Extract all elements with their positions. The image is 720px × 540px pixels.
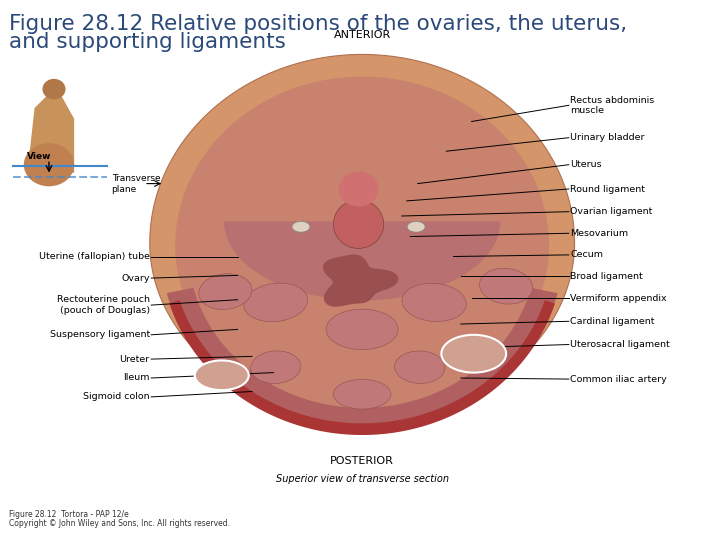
Text: Figure 28.12  Tortora - PAP 12/e: Figure 28.12 Tortora - PAP 12/e xyxy=(9,510,129,519)
Ellipse shape xyxy=(326,309,398,350)
Ellipse shape xyxy=(402,284,467,321)
Polygon shape xyxy=(323,254,398,307)
Text: Rectouterine pouch
(pouch of Douglas): Rectouterine pouch (pouch of Douglas) xyxy=(57,295,150,315)
Text: Uterosacral ligament: Uterosacral ligament xyxy=(570,340,670,349)
Text: Ureter: Ureter xyxy=(120,355,150,363)
Ellipse shape xyxy=(333,379,391,409)
Polygon shape xyxy=(169,300,555,435)
Text: Vermiform appendix: Vermiform appendix xyxy=(570,294,667,302)
Ellipse shape xyxy=(199,274,252,309)
Text: and supporting ligaments: and supporting ligaments xyxy=(9,32,287,52)
Text: View: View xyxy=(27,152,52,161)
Ellipse shape xyxy=(339,172,379,206)
Text: Cecum: Cecum xyxy=(570,251,603,259)
Ellipse shape xyxy=(395,351,445,383)
Text: Mesovarium: Mesovarium xyxy=(570,229,629,238)
Polygon shape xyxy=(224,221,500,300)
Polygon shape xyxy=(27,86,74,173)
Text: Ovary: Ovary xyxy=(121,274,150,282)
FancyBboxPatch shape xyxy=(9,73,103,205)
Ellipse shape xyxy=(408,221,425,232)
Text: ANTERIOR: ANTERIOR xyxy=(333,30,391,40)
Text: Suspensory ligament: Suspensory ligament xyxy=(50,330,150,339)
Polygon shape xyxy=(166,288,558,429)
Text: Figure 28.12 Relative positions of the ovaries, the uterus,: Figure 28.12 Relative positions of the o… xyxy=(9,14,628,33)
Ellipse shape xyxy=(24,143,74,186)
Ellipse shape xyxy=(194,361,249,390)
Ellipse shape xyxy=(333,200,384,248)
Ellipse shape xyxy=(251,351,301,383)
Polygon shape xyxy=(150,55,575,416)
Text: Copyright © John Wiley and Sons, Inc. All rights reserved.: Copyright © John Wiley and Sons, Inc. Al… xyxy=(9,519,230,528)
Text: Urinary bladder: Urinary bladder xyxy=(570,133,644,142)
Ellipse shape xyxy=(292,221,310,232)
Ellipse shape xyxy=(244,283,307,322)
Text: Cardinal ligament: Cardinal ligament xyxy=(570,317,654,326)
Text: Uterus: Uterus xyxy=(570,160,602,169)
Text: Common iliac artery: Common iliac artery xyxy=(570,375,667,383)
Polygon shape xyxy=(175,77,549,408)
Ellipse shape xyxy=(480,268,533,304)
Ellipse shape xyxy=(441,335,506,373)
Ellipse shape xyxy=(42,79,66,99)
Text: Transverse
plane: Transverse plane xyxy=(112,173,161,194)
Text: Round ligament: Round ligament xyxy=(570,185,645,193)
Text: Broad ligament: Broad ligament xyxy=(570,272,643,281)
Text: Superior view of transverse section: Superior view of transverse section xyxy=(276,474,449,484)
Text: Ovarian ligament: Ovarian ligament xyxy=(570,207,652,216)
Text: Rectus abdominis
muscle: Rectus abdominis muscle xyxy=(570,96,654,115)
Text: POSTERIOR: POSTERIOR xyxy=(330,456,394,467)
Text: Ileum: Ileum xyxy=(123,374,150,382)
Text: Sigmoid colon: Sigmoid colon xyxy=(83,393,150,401)
Text: Uterine (fallopian) tube: Uterine (fallopian) tube xyxy=(39,252,150,261)
